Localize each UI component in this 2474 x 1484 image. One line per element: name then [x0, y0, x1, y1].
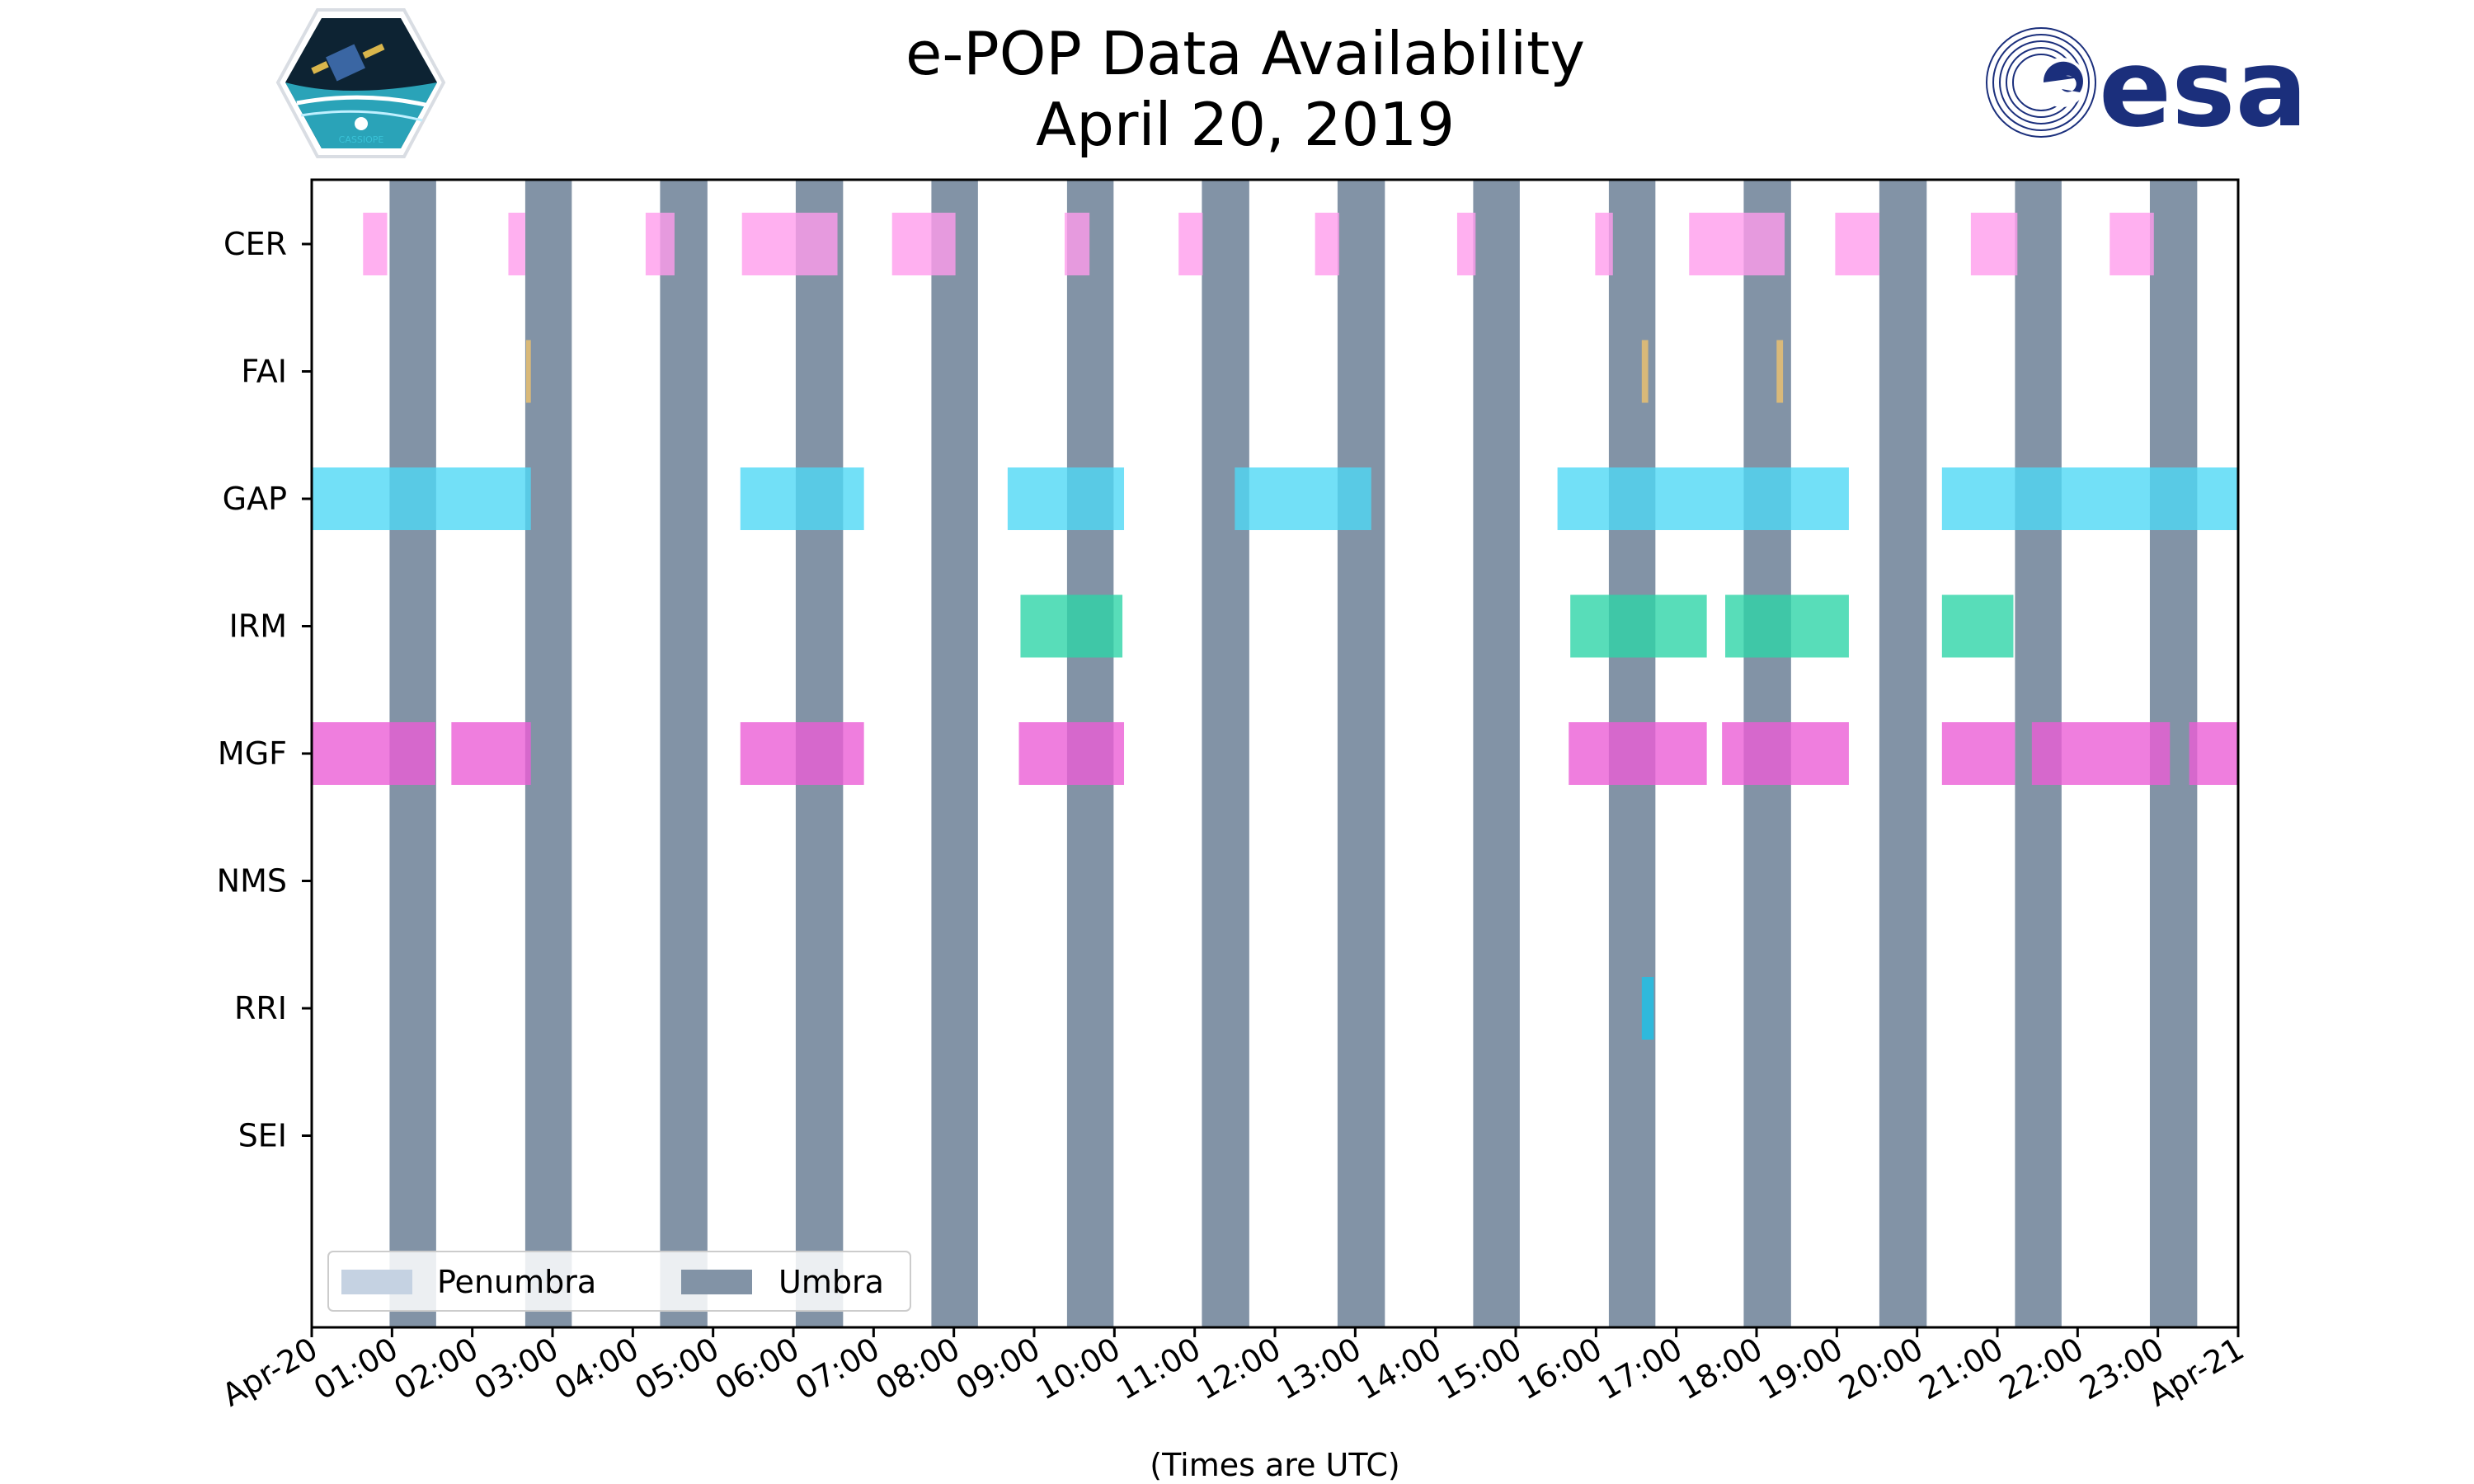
bar-cer-4 — [891, 213, 956, 275]
x-tick-label-22: 22:00 — [1993, 1331, 2090, 1407]
y-tick-label-sei: SEI — [238, 1118, 287, 1154]
chart-subtitle: April 20, 2019 — [1036, 90, 1455, 159]
cassiope-logo-text: CASSIOPE — [339, 134, 384, 145]
bar-gap-5 — [1941, 467, 2238, 530]
bar-irm-2 — [1725, 594, 1849, 658]
bar-mgf-2 — [740, 722, 864, 785]
x-tick-label-5: 05:00 — [628, 1331, 725, 1407]
x-tick-label-12: 12:00 — [1191, 1331, 1287, 1407]
x-tick-label-15: 15:00 — [1432, 1331, 1528, 1407]
bar-cer-6 — [1178, 213, 1203, 275]
legend-box — [327, 1251, 911, 1312]
x-tick-label-19: 19:00 — [1752, 1331, 1849, 1407]
bar-cer-9 — [1595, 213, 1613, 275]
chart-title: e-POP Data Availability — [905, 19, 1585, 88]
bar-cer-0 — [363, 213, 388, 275]
bar-fai-0 — [525, 340, 531, 403]
bar-mgf-0 — [312, 722, 435, 785]
bar-cer-2 — [645, 213, 675, 275]
bar-cer-8 — [1456, 213, 1476, 275]
bar-gap-0 — [312, 467, 531, 530]
x-tick-label-7: 07:00 — [789, 1331, 886, 1407]
bar-gap-4 — [1557, 467, 1849, 530]
x-tick-label-2: 02:00 — [388, 1331, 484, 1407]
bar-irm-3 — [1941, 594, 2014, 658]
x-tick-label-20: 20:00 — [1832, 1331, 1929, 1407]
esa-logo-text: esa — [2099, 26, 2307, 151]
x-tick-label-8: 08:00 — [869, 1331, 966, 1407]
legend-swatch-umbra — [681, 1270, 752, 1294]
x-tick-label-14: 14:00 — [1351, 1331, 1447, 1407]
y-tick-label-gap: GAP — [223, 481, 287, 517]
cassiope-logo: CASSIOPE — [275, 8, 446, 158]
bar-fai-2 — [1776, 340, 1784, 403]
umbra-band-2 — [660, 180, 708, 1327]
legend-label-penumbra: Penumbra — [437, 1264, 596, 1300]
x-tick-label-4: 04:00 — [548, 1331, 645, 1407]
bar-mgf-3 — [1018, 722, 1125, 785]
umbra-band-11 — [1879, 180, 1927, 1327]
legend-swatch-penumbra — [341, 1270, 412, 1294]
umbra-band-1 — [524, 180, 572, 1327]
bar-mgf-1 — [451, 722, 531, 785]
instrument-bars — [312, 213, 2238, 1040]
x-axis-label: (Times are UTC) — [1150, 1447, 1399, 1483]
bar-irm-1 — [1570, 594, 1707, 658]
x-tick-label-13: 13:00 — [1271, 1331, 1367, 1407]
bar-cer-13 — [2109, 213, 2154, 275]
umbra-bands — [389, 180, 2198, 1327]
bar-cer-11 — [1835, 213, 1879, 275]
x-tick-label-0: Apr-20 — [216, 1331, 324, 1414]
bar-cer-3 — [741, 213, 838, 275]
x-tick-label-16: 16:00 — [1512, 1331, 1608, 1407]
umbra-band-7 — [1337, 180, 1385, 1327]
x-tick-label-1: 01:00 — [308, 1331, 404, 1407]
y-tick-label-rri: RRI — [234, 990, 287, 1026]
bar-cer-7 — [1315, 213, 1339, 275]
bar-cer-10 — [1689, 213, 1785, 275]
plot-area: CER FAI GAP IRM MGF NMS RRI SEI Apr-2001:0002:0… — [216, 178, 2251, 1413]
y-tick-label-irm: IRM — [229, 608, 287, 645]
bar-mgf-7 — [2031, 722, 2171, 785]
y-tick-label-nms: NMS — [217, 863, 287, 899]
x-tick-label-10: 10:00 — [1030, 1331, 1126, 1407]
bar-mgf-4 — [1569, 722, 1707, 785]
bar-mgf-5 — [1722, 722, 1849, 785]
umbra-band-6 — [1202, 180, 1249, 1327]
x-tick-label-9: 09:00 — [950, 1331, 1047, 1407]
bar-mgf-8 — [2189, 722, 2238, 785]
bar-irm-0 — [1020, 594, 1123, 658]
x-tick-label-21: 21:00 — [1913, 1331, 2010, 1407]
bar-mgf-6 — [1941, 722, 2015, 785]
x-tick-label-6: 06:00 — [709, 1331, 806, 1407]
umbra-band-8 — [1473, 180, 1520, 1327]
legend-label-umbra: Umbra — [778, 1264, 884, 1300]
x-tick-label-3: 03:00 — [468, 1331, 565, 1407]
bar-gap-1 — [740, 467, 864, 530]
bar-gap-2 — [1007, 467, 1125, 530]
x-tick-label-17: 17:00 — [1592, 1331, 1688, 1407]
y-tick-label-cer: CER — [223, 226, 287, 262]
bar-fai-1 — [1641, 340, 1649, 403]
bar-gap-3 — [1235, 467, 1371, 530]
esa-logo-mark — [1986, 27, 2096, 138]
x-axis: Apr-2001:0002:0003:0004:0005:0006:0007:0… — [216, 1327, 2251, 1413]
y-axis: CER FAI GAP IRM MGF NMS RRI SEI — [217, 226, 312, 1154]
x-tick-label-11: 11:00 — [1110, 1331, 1206, 1407]
legend: Penumbra Umbra — [327, 1251, 911, 1312]
bar-rri-0 — [1641, 977, 1654, 1040]
y-tick-label-fai: FAI — [241, 354, 287, 390]
bar-cer-1 — [508, 213, 525, 275]
esa-logo: esa — [1986, 26, 2307, 151]
x-tick-label-18: 18:00 — [1672, 1331, 1769, 1407]
bar-cer-5 — [1064, 213, 1090, 275]
bar-cer-12 — [1970, 213, 2018, 275]
y-tick-label-mgf: MGF — [218, 735, 287, 772]
umbra-band-4 — [931, 180, 978, 1327]
